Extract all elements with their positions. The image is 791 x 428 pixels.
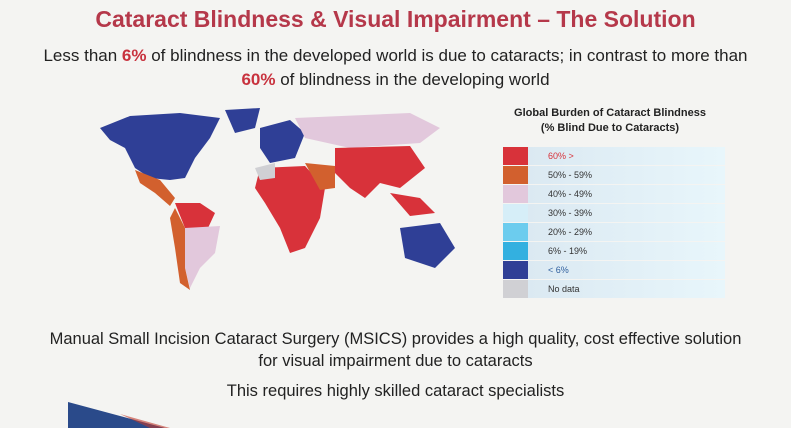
subtitle-text: of blindness in the developing world xyxy=(275,70,550,89)
subtitle-text: of blindness in the developed world is d… xyxy=(146,46,748,65)
legend-item: 30% - 39% xyxy=(503,204,725,223)
legend-label: No data xyxy=(528,280,725,298)
legend-swatch xyxy=(503,242,528,260)
legend-label: < 6% xyxy=(528,261,725,279)
legend-item: 40% - 49% xyxy=(503,185,725,204)
south-america-west xyxy=(170,208,190,290)
legend-title: Global Burden of Cataract Blindness (% Bl… xyxy=(490,106,730,136)
legend-swatch xyxy=(503,185,528,203)
southeast-asia xyxy=(390,193,435,216)
south-america-north xyxy=(175,203,215,228)
map-legend: 60% >50% - 59% 40% - 49% 30% - 39% 20% - 29… xyxy=(503,147,725,299)
no-data-regions xyxy=(255,163,275,180)
legend-title-line: Global Burden of Cataract Blindness xyxy=(514,107,706,119)
africa xyxy=(255,166,325,253)
subtitle-text: Less than xyxy=(43,46,122,65)
russia xyxy=(295,113,440,148)
legend-swatch xyxy=(503,280,528,298)
specialists-text: This requires highly skilled cataract sp… xyxy=(226,382,565,400)
middle-east xyxy=(305,163,335,190)
legend-label: 60% > xyxy=(528,147,725,165)
legend-swatch xyxy=(503,204,528,222)
north-america xyxy=(100,113,220,180)
legend-item: 6% - 19% xyxy=(503,242,725,261)
slide-title: Cataract Blindness & Visual Impairment –… xyxy=(95,6,696,32)
legend-item: 60% > xyxy=(503,147,725,166)
legend-swatch xyxy=(503,147,528,165)
highlight-60pct: 60% xyxy=(241,70,276,89)
msics-text: Manual Small Incision Cataract Surgery (… xyxy=(49,330,742,370)
legend-item: < 6% xyxy=(503,261,725,280)
legend-label: 20% - 29% xyxy=(528,223,725,241)
legend-swatch xyxy=(503,166,528,184)
legend-title-line: (% Blind Due to Cataracts) xyxy=(540,122,680,134)
legend-label: 30% - 39% xyxy=(528,204,725,222)
legend-swatch xyxy=(503,261,528,279)
greenland xyxy=(225,108,260,133)
highlight-6pct: 6% xyxy=(121,46,147,65)
central-america xyxy=(135,170,175,206)
slide-subtitle: Less than 6% of blindness in the develop… xyxy=(40,44,751,92)
australia xyxy=(400,223,455,268)
legend-label: 6% - 19% xyxy=(528,242,725,260)
legend-item: 50% - 59% xyxy=(503,166,725,185)
world-map xyxy=(100,108,455,290)
europe xyxy=(260,120,305,163)
legend-item: 20% - 29% xyxy=(503,223,725,242)
asia xyxy=(335,146,425,198)
legend-swatch xyxy=(503,223,528,241)
legend-item: No data xyxy=(503,280,725,299)
legend-label: 40% - 49% xyxy=(528,185,725,203)
south-america-south xyxy=(185,226,220,288)
legend-label: 50% - 59% xyxy=(528,166,725,184)
